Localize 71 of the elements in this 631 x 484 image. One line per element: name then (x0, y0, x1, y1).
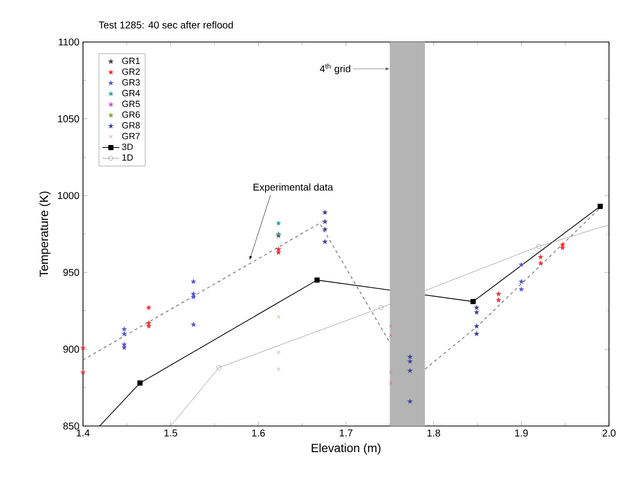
x-tick-label: 1.4 (76, 430, 90, 436)
point (474, 309, 480, 315)
point (496, 290, 502, 296)
point (322, 226, 328, 232)
legend-label: 3D (122, 144, 133, 150)
point (276, 315, 280, 319)
point (598, 204, 603, 209)
point (314, 277, 320, 283)
legend-label: GR1 (122, 58, 140, 64)
y-tick-label: 900 (63, 346, 80, 353)
point (146, 304, 152, 310)
point (407, 368, 413, 374)
point (190, 278, 196, 284)
point (518, 278, 524, 284)
y-tick-label: 1050 (58, 115, 80, 122)
legend-label: GR8 (122, 122, 140, 129)
x-tick-label: 1.6 (252, 430, 265, 437)
y-tick-label: 1100 (58, 38, 80, 46)
x-tick-label: 2.0 (602, 430, 616, 437)
point (407, 358, 413, 364)
line-series (170, 224, 609, 426)
point (474, 330, 480, 336)
point (322, 210, 328, 215)
point (388, 381, 392, 385)
point (322, 218, 328, 224)
point (470, 298, 476, 304)
y-tick-label: 850 (63, 422, 80, 430)
x-tick-label: 1.7 (340, 430, 352, 436)
chart-title: Test 1285: 40 sec after reflood (98, 21, 233, 28)
point (407, 354, 413, 360)
legend-label: GR6 (122, 111, 140, 118)
point (121, 326, 128, 332)
y-tick-label: 950 (63, 268, 80, 276)
y-tick-label: 1000 (58, 192, 80, 200)
x-tick-label: 1.8 (428, 430, 440, 437)
point (276, 350, 280, 354)
point (388, 324, 392, 328)
band-label: 4$^{th}$ grid (320, 64, 350, 74)
point (322, 238, 328, 244)
annotation: Experimental data (254, 183, 334, 193)
legend-label: GR5 (122, 100, 140, 108)
y-axis-title: Temperature (K) (39, 192, 50, 277)
point (388, 370, 392, 374)
point (276, 367, 280, 371)
point (518, 286, 524, 292)
legend-label: GR3 (122, 79, 140, 86)
legend-label: 1D (122, 154, 133, 161)
legend-label: GR7 (122, 132, 140, 140)
point (80, 369, 86, 375)
legend-label: GR4 (122, 90, 140, 96)
point (388, 334, 392, 338)
point (538, 260, 544, 266)
point (216, 365, 222, 370)
point (276, 220, 282, 226)
x-tick-label: 1.9 (515, 430, 528, 437)
point (407, 398, 413, 404)
point (518, 262, 524, 268)
x-axis-title: Elevation (m) (312, 443, 380, 455)
point (137, 380, 143, 386)
point (496, 297, 502, 302)
point (121, 330, 128, 336)
point (538, 254, 544, 260)
point (378, 305, 384, 310)
x-tick-label: 1.5 (164, 430, 178, 436)
point (474, 304, 480, 310)
point (80, 344, 86, 350)
point (536, 244, 542, 249)
point (121, 342, 128, 348)
point (190, 322, 196, 328)
point (474, 323, 480, 329)
legend-label: GR2 (122, 68, 140, 75)
